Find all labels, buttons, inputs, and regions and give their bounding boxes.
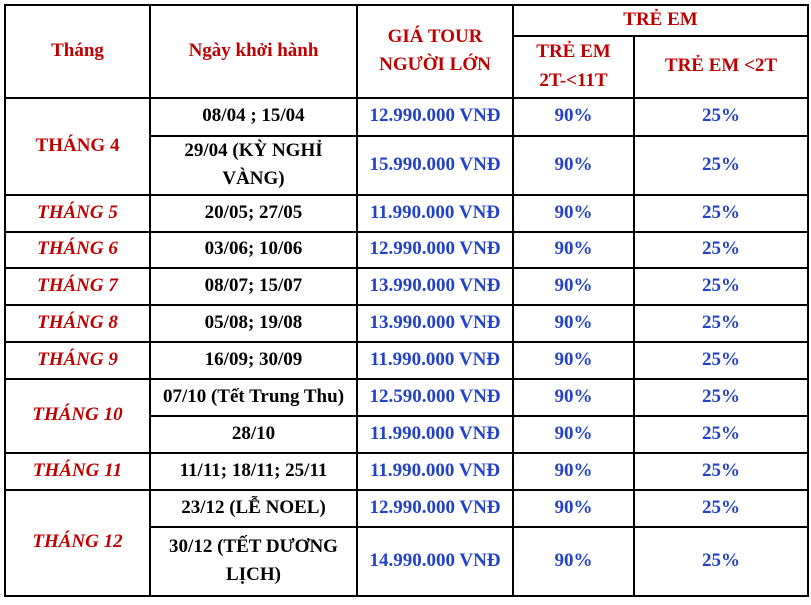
table-row: THÁNG 12 23/12 (LỄ NOEL) 12.990.000 VNĐ …	[4, 488, 809, 597]
month-cell-thang-12: THÁNG 12	[4, 488, 151, 597]
adult-price-cell: 11.990.000 VNĐ	[356, 340, 514, 380]
column-header-month: Tháng	[4, 4, 151, 99]
departure-cell: 20/05; 27/05	[149, 193, 358, 233]
column-header-adult-price: GIÁ TOUR NGƯỜI LỚN	[356, 4, 514, 99]
child-2-11-cell: 90%	[512, 134, 635, 196]
table-row: THÁNG 9 16/09; 30/09 11.990.000 VNĐ 90% …	[4, 340, 809, 380]
child-under2-cell: 25%	[633, 303, 809, 343]
month-cell-thang-6: THÁNG 6	[4, 230, 151, 269]
adult-price-header-line2: NGƯỜI LỚN	[379, 54, 491, 76]
child-under2-cell: 25%	[633, 134, 809, 196]
child-under2-cell: 25%	[633, 451, 809, 491]
adult-price-cell: 11.990.000 VNĐ	[356, 451, 514, 491]
table-row: THÁNG 6 03/06; 10/06 12.990.000 VNĐ 90% …	[4, 230, 809, 269]
month-cell-thang-11: THÁNG 11	[4, 451, 151, 491]
month-cell-thang-7: THÁNG 7	[4, 266, 151, 306]
child-under2-cell: 25%	[633, 193, 809, 233]
child-2-11-cell: 90%	[512, 266, 635, 306]
child-2-11-cell: 90%	[512, 96, 635, 137]
month-cell-thang-5: THÁNG 5	[4, 193, 151, 233]
child-under2-cell: 25%	[633, 488, 809, 528]
table-row: 29/04 (KỲ NGHỈ VÀNG) 15.990.000 VNĐ 90% …	[5, 134, 809, 196]
child-2-11-cell: 90%	[512, 451, 635, 491]
departure-cell: 08/07; 15/07	[149, 266, 358, 306]
adult-price-cell: 12.590.000 VNĐ	[356, 377, 514, 417]
departure-cell: 30/12 (TẾT DƯƠNG LỊCH)	[149, 525, 358, 597]
child-under2-cell: 25%	[633, 230, 809, 269]
tour-price-table: Tháng Ngày khởi hành GIÁ TOUR NGƯỜI LỚN …	[4, 4, 809, 597]
adult-price-cell: 13.990.000 VNĐ	[356, 303, 514, 343]
month-cell-thang-9: THÁNG 9	[4, 340, 151, 380]
month-cell-thang-10: THÁNG 10	[4, 377, 151, 454]
departure-cell: 03/06; 10/06	[149, 230, 358, 269]
child-2-11-cell: 90%	[512, 414, 635, 454]
departure-cell: 07/10 (Tết Trung Thu)	[149, 377, 358, 417]
departure-cell: 23/12 (LỄ NOEL)	[149, 488, 358, 528]
adult-price-header-line1: GIÁ TOUR	[387, 25, 483, 47]
child-2-11-cell: 90%	[512, 303, 635, 343]
child-2-11-cell: 90%	[512, 230, 635, 269]
child-under2-cell: 25%	[633, 266, 809, 306]
table-row: 30/12 (TẾT DƯƠNG LỊCH) 14.990.000 VNĐ 90…	[5, 525, 809, 597]
child-under2-cell: 25%	[633, 96, 809, 137]
child-2-11-cell: 90%	[512, 193, 635, 233]
child-under2-cell: 25%	[633, 377, 809, 417]
children-2-11-header-line2: 2T-<11T	[539, 69, 608, 91]
adult-price-cell: 14.990.000 VNĐ	[356, 525, 514, 597]
table-row: THÁNG 4 08/04 ; 15/04 12.990.000 VNĐ 90%…	[4, 96, 809, 196]
adult-price-cell: 15.990.000 VNĐ	[356, 134, 514, 196]
child-2-11-cell: 90%	[512, 525, 635, 597]
column-header-departure: Ngày khởi hành	[149, 4, 358, 99]
child-under2-cell: 25%	[633, 340, 809, 380]
departure-cell: 16/09; 30/09	[149, 340, 358, 380]
child-under2-cell: 25%	[633, 414, 809, 454]
header-row-top: Tháng Ngày khởi hành GIÁ TOUR NGƯỜI LỚN …	[4, 4, 809, 99]
child-under2-cell: 25%	[633, 525, 809, 597]
table-row: THÁNG 10 07/10 (Tết Trung Thu) 12.590.00…	[4, 377, 809, 454]
adult-price-cell: 11.990.000 VNĐ	[356, 414, 514, 454]
table-row: 28/10 11.990.000 VNĐ 90% 25%	[5, 414, 809, 454]
adult-price-cell: 12.990.000 VNĐ	[356, 96, 514, 137]
children-2-11-header-line1: TRẺ EM	[536, 41, 611, 62]
child-2-11-cell: 90%	[512, 340, 635, 380]
adult-price-cell: 12.990.000 VNĐ	[356, 488, 514, 528]
departure-cell: 28/10	[149, 414, 358, 454]
departure-cell: 08/04 ; 15/04	[149, 96, 358, 137]
month-cell-thang-4: THÁNG 4	[4, 96, 151, 196]
header-row-sub: TRẺ EM 2T-<11T TRẺ EM <2T	[5, 34, 809, 99]
adult-price-cell: 11.990.000 VNĐ	[356, 193, 514, 233]
adult-price-cell: 12.990.000 VNĐ	[356, 230, 514, 269]
month-cell-thang-8: THÁNG 8	[4, 303, 151, 343]
child-2-11-cell: 90%	[512, 488, 635, 528]
column-header-children-under2: TRẺ EM <2T	[633, 34, 809, 99]
table-row: THÁNG 11 11/11; 18/11; 25/11 11.990.000 …	[4, 451, 809, 491]
departure-cell: 05/08; 19/08	[149, 303, 358, 343]
table-row: THÁNG 8 05/08; 19/08 13.990.000 VNĐ 90% …	[4, 303, 809, 343]
adult-price-cell: 13.990.000 VNĐ	[356, 266, 514, 306]
departure-cell: 29/04 (KỲ NGHỈ VÀNG)	[149, 134, 358, 196]
departure-cell: 11/11; 18/11; 25/11	[149, 451, 358, 491]
table-row: THÁNG 7 08/07; 15/07 13.990.000 VNĐ 90% …	[4, 266, 809, 306]
table-row: THÁNG 5 20/05; 27/05 11.990.000 VNĐ 90% …	[4, 193, 809, 233]
column-header-children-2-11: TRẺ EM 2T-<11T	[512, 34, 635, 99]
column-header-children-group: TRẺ EM	[512, 4, 809, 37]
child-2-11-cell: 90%	[512, 377, 635, 417]
